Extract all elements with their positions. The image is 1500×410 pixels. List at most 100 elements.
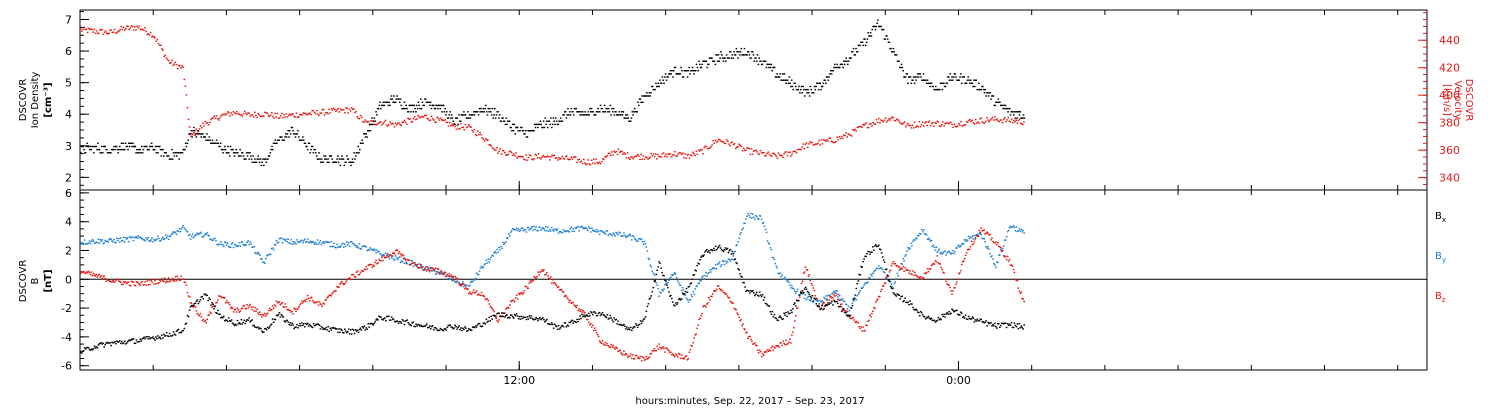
- data-point: [514, 133, 516, 135]
- data-point: [368, 264, 370, 266]
- data-point: [615, 150, 618, 153]
- data-point: [370, 248, 372, 250]
- data-point: [498, 114, 501, 116]
- data-point: [441, 119, 443, 121]
- data-point: [338, 286, 340, 288]
- data-point: [110, 152, 112, 154]
- data-point: [136, 152, 139, 154]
- data-point: [519, 318, 522, 320]
- data-point: [746, 289, 748, 292]
- data-point: [719, 57, 721, 59]
- data-point: [918, 121, 921, 123]
- data-point: [755, 215, 758, 218]
- data-point: [442, 104, 445, 107]
- data-point: [710, 249, 712, 251]
- data-point: [624, 354, 626, 356]
- data-point: [225, 244, 228, 246]
- data-point: [246, 319, 248, 321]
- data-point: [443, 273, 446, 275]
- data-point: [541, 228, 543, 230]
- data-point: [925, 121, 927, 123]
- data-point: [374, 123, 377, 126]
- data-point: [495, 114, 498, 116]
- data-point: [472, 289, 475, 291]
- data-point: [870, 122, 872, 125]
- data-point: [375, 319, 377, 321]
- data-point: [810, 297, 813, 299]
- data-point: [944, 123, 946, 125]
- data-point: [923, 125, 925, 127]
- data-point: [457, 281, 459, 283]
- data-point: [206, 122, 209, 124]
- data-point: [703, 146, 705, 149]
- data-point: [722, 60, 725, 62]
- data-point: [812, 301, 815, 303]
- data-point: [975, 235, 978, 237]
- data-point: [94, 275, 97, 277]
- data-point: [827, 303, 829, 305]
- data-point: [918, 232, 921, 235]
- data-point: [284, 321, 287, 323]
- data-point: [115, 343, 117, 345]
- data-point: [501, 247, 503, 250]
- data-point: [316, 301, 319, 303]
- data-point: [450, 125, 452, 127]
- data-point: [348, 277, 351, 279]
- data-point: [401, 121, 404, 123]
- data-point: [809, 295, 812, 298]
- data-point: [657, 154, 659, 156]
- data-point: [846, 310, 849, 312]
- data-point: [723, 249, 726, 251]
- data-point: [939, 125, 942, 128]
- data-point: [729, 248, 732, 251]
- data-point: [340, 282, 342, 284]
- data-point: [837, 296, 839, 298]
- data-point: [480, 107, 482, 110]
- data-point: [600, 342, 603, 344]
- data-point: [647, 95, 650, 97]
- data-point: [519, 292, 522, 295]
- data-point: [716, 54, 718, 56]
- data-point: [585, 114, 587, 116]
- data-point: [341, 243, 343, 245]
- data-point: [146, 33, 148, 36]
- data-point: [179, 332, 182, 334]
- data-point: [783, 73, 786, 75]
- data-point: [638, 155, 640, 157]
- data-point: [392, 252, 395, 254]
- data-point: [662, 152, 665, 154]
- data-point: [428, 326, 430, 329]
- data-point: [658, 295, 660, 297]
- data-point: [725, 54, 728, 56]
- data-point: [578, 230, 580, 232]
- data-point: [465, 284, 467, 286]
- data-point: [188, 296, 191, 298]
- data-point: [431, 269, 434, 272]
- data-point: [722, 292, 725, 294]
- data-point: [543, 126, 546, 129]
- data-point: [908, 272, 910, 274]
- data-point: [422, 266, 424, 268]
- data-point: [625, 117, 628, 119]
- data-point: [579, 161, 582, 163]
- data-point: [89, 28, 91, 31]
- data-point: [249, 241, 251, 243]
- data-point: [939, 88, 941, 91]
- data-point: [776, 319, 778, 321]
- data-point: [453, 280, 455, 282]
- data-point: [784, 151, 787, 153]
- data-point: [320, 325, 323, 328]
- data-point: [867, 126, 870, 129]
- data-point: [297, 130, 299, 132]
- data-point: [1016, 230, 1019, 233]
- data-point: [854, 321, 857, 323]
- data-point: [523, 316, 526, 319]
- data-point: [328, 108, 330, 110]
- data-point: [597, 162, 600, 165]
- data-point: [439, 270, 442, 273]
- data-point: [163, 333, 165, 336]
- data-point: [746, 147, 748, 149]
- data-point: [604, 233, 607, 235]
- data-point: [457, 278, 459, 280]
- data-point: [588, 321, 590, 323]
